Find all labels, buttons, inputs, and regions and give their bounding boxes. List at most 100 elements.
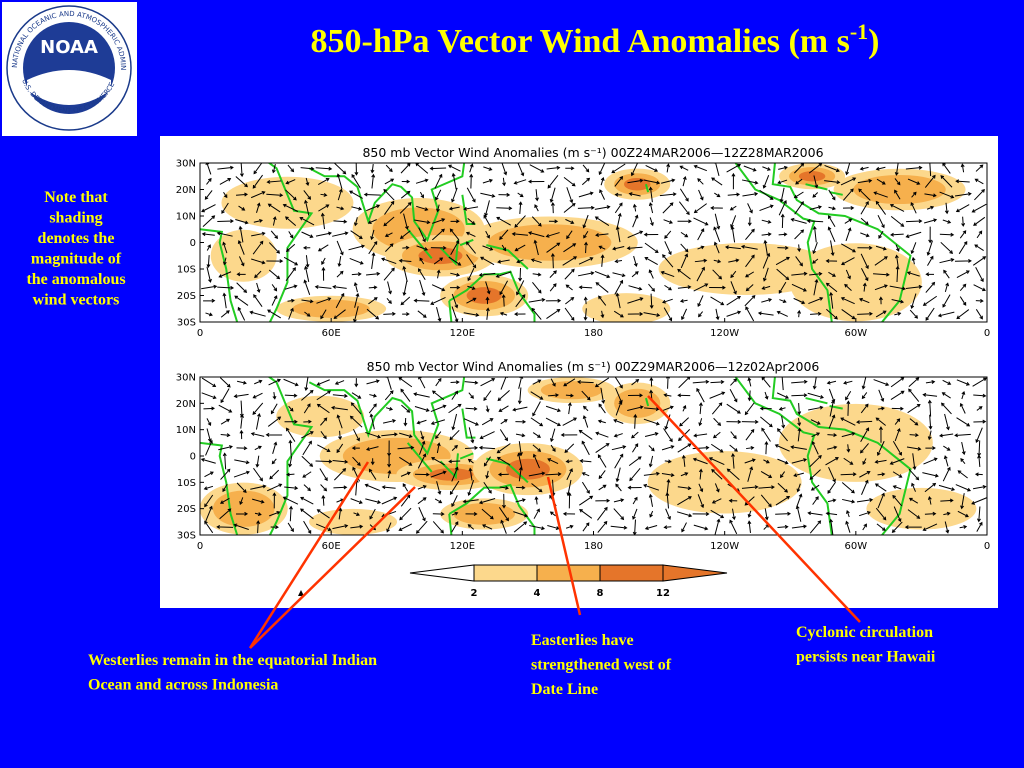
wind-vector: [826, 380, 837, 385]
wind-vector: [583, 230, 589, 239]
wind-vector: [973, 284, 986, 292]
wind-vector: [485, 470, 490, 479]
wind-vector: [824, 164, 840, 173]
wind-vector: [910, 293, 917, 309]
wind-vector: [743, 165, 757, 172]
wind-vector: [237, 306, 246, 321]
wind-vector: [451, 172, 457, 190]
wind-vector: [249, 310, 266, 317]
coastline: [829, 191, 843, 196]
wind-vector: [566, 187, 574, 204]
wind-vector: [599, 189, 606, 200]
wind-vector: [904, 525, 922, 530]
wind-vector: [940, 498, 954, 503]
wind-vector: [430, 296, 446, 305]
wind-vector: [579, 459, 592, 463]
wind-vector: [649, 377, 654, 387]
wind-vector: [266, 483, 283, 492]
wind-vector: [940, 402, 952, 415]
wind-vector: [912, 453, 917, 471]
wind-vector: [745, 428, 755, 441]
wind-vector: [222, 257, 227, 266]
wind-vector: [889, 203, 905, 212]
wind-vector: [316, 297, 332, 304]
wind-vector: [368, 403, 377, 414]
wind-vector: [435, 431, 442, 440]
wind-vector: [777, 179, 788, 185]
colorbar-label: 4: [534, 588, 541, 599]
wind-vector: [238, 205, 246, 211]
wind-vector: [761, 298, 773, 303]
wind-vector: [303, 419, 312, 424]
wind-vector: [496, 216, 511, 226]
wind-vector: [664, 241, 672, 256]
wind-vector: [797, 244, 802, 253]
wind-vector: [545, 417, 561, 427]
panel-title: 850 mb Vector Wind Anomalies (m s⁻¹) 00Z…: [367, 359, 820, 374]
wind-vector: [894, 254, 899, 267]
wind-vector: [698, 483, 704, 493]
wind-vector: [287, 298, 295, 303]
wind-vector: [303, 190, 312, 200]
wind-vector: [578, 191, 594, 198]
wind-vector: [416, 245, 429, 251]
wind-vector: [861, 479, 869, 495]
wind-vector: [856, 420, 873, 425]
wind-vector: [643, 418, 660, 426]
wind-vector: [565, 296, 575, 305]
wind-vector: [218, 445, 233, 451]
shade: [789, 243, 922, 322]
wind-vector: [955, 484, 972, 492]
wind-vector: [567, 402, 572, 415]
wind-vector: [924, 482, 937, 493]
wind-vector: [841, 482, 855, 494]
wind-vector: [485, 230, 490, 239]
wind-vector: [349, 257, 364, 265]
wind-vector: [547, 174, 559, 189]
wind-vector: [468, 392, 474, 399]
wind-vector: [546, 308, 561, 319]
wind-vector: [268, 378, 281, 386]
wind-vector: [252, 402, 264, 415]
lon-label: 0: [197, 328, 203, 339]
wind-vector: [677, 496, 692, 506]
wind-vector: [238, 225, 244, 243]
wind-vector: [616, 212, 622, 229]
wind-vector: [268, 269, 281, 280]
wind-vector: [387, 455, 392, 468]
wind-vector: [828, 271, 836, 277]
wind-vector: [682, 176, 687, 187]
wind-vector: [924, 511, 937, 516]
wind-vector: [578, 429, 593, 440]
wind-vector: [974, 244, 984, 252]
wind-vector: [398, 258, 412, 263]
wind-vector: [469, 163, 474, 173]
wind-vector: [579, 509, 593, 519]
wind-vector: [844, 283, 852, 291]
wind-vector: [350, 524, 364, 529]
wind-vector: [955, 179, 970, 184]
wind-vector: [808, 405, 824, 411]
wind-vector: [451, 495, 458, 508]
wind-vector: [761, 427, 771, 442]
wind-vector: [810, 311, 822, 316]
wind-vector: [482, 524, 493, 530]
wind-vector: [713, 259, 722, 264]
wind-vector: [644, 432, 659, 437]
wind-vector: [528, 231, 545, 238]
wind-vector: [631, 271, 639, 278]
wind-vector: [614, 192, 622, 197]
wind-vector: [221, 202, 229, 214]
wind-vector: [627, 485, 642, 490]
wind-vector: [337, 188, 343, 201]
wind-vector: [923, 457, 938, 465]
wind-vector: [911, 191, 917, 198]
wind-vector: [874, 284, 888, 291]
wind-vector: [511, 232, 528, 236]
wind-vector: [825, 457, 839, 466]
wind-vector: [284, 486, 299, 490]
wind-vector: [283, 378, 299, 387]
wind-vector: [694, 258, 708, 263]
wind-vector: [498, 507, 509, 522]
wind-vector: [478, 272, 496, 277]
